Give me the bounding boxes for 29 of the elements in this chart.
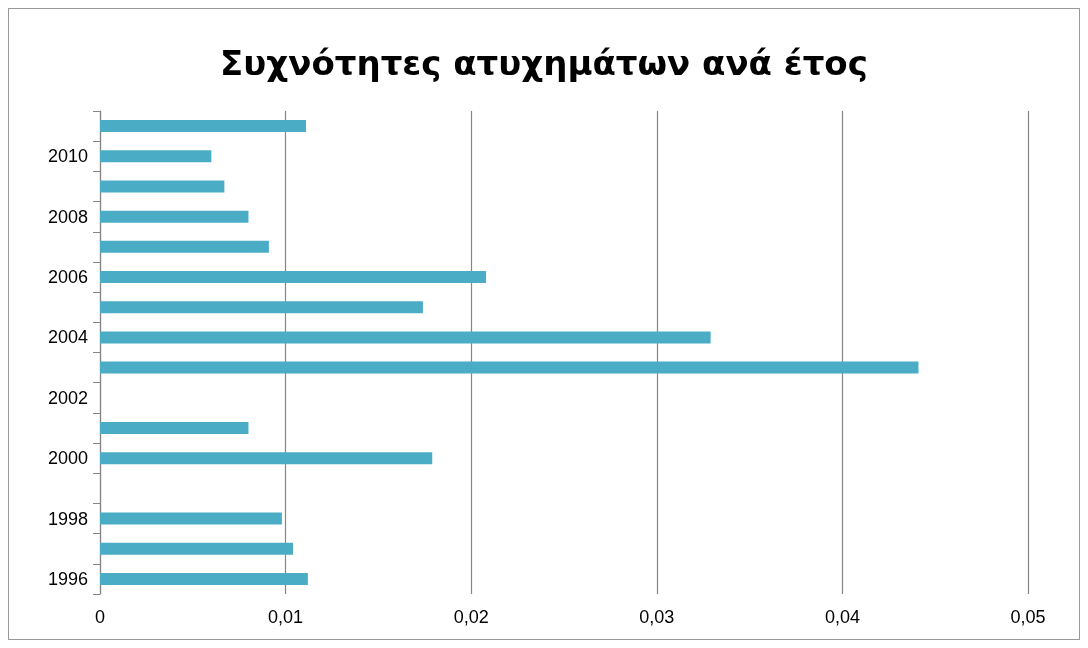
y-tick-label: 2006 <box>47 267 88 288</box>
bar <box>100 542 294 555</box>
x-tick-label: 0,04 <box>824 607 860 627</box>
x-tick-label: 0,01 <box>268 607 304 627</box>
bar <box>100 120 307 133</box>
bar <box>100 150 212 163</box>
y-tick-label: 2002 <box>47 387 88 408</box>
x-tick-label: 0,03 <box>639 607 675 627</box>
bar <box>100 301 423 314</box>
y-tick-label: 2008 <box>47 206 88 227</box>
x-tick-label: 0 <box>94 607 106 627</box>
bar <box>100 421 249 434</box>
bar <box>100 512 282 525</box>
bar <box>100 240 269 253</box>
y-tick-label: 1998 <box>47 508 88 529</box>
bar <box>100 452 433 465</box>
y-tick-label: 1996 <box>47 568 88 589</box>
bar <box>100 180 225 193</box>
bar <box>100 572 308 585</box>
chart-title: Συχνότητες ατυχημάτων ανά έτος <box>220 43 868 83</box>
bar <box>100 361 919 374</box>
y-tick-label: 2010 <box>47 146 88 167</box>
y-tick-label: 2000 <box>47 448 88 469</box>
bar <box>100 210 249 223</box>
bar <box>100 271 487 284</box>
bar <box>100 331 711 344</box>
x-tick-label: 0,05 <box>1010 607 1046 627</box>
y-tick-label: 2004 <box>47 327 88 348</box>
x-tick-label: 0,02 <box>453 607 489 627</box>
